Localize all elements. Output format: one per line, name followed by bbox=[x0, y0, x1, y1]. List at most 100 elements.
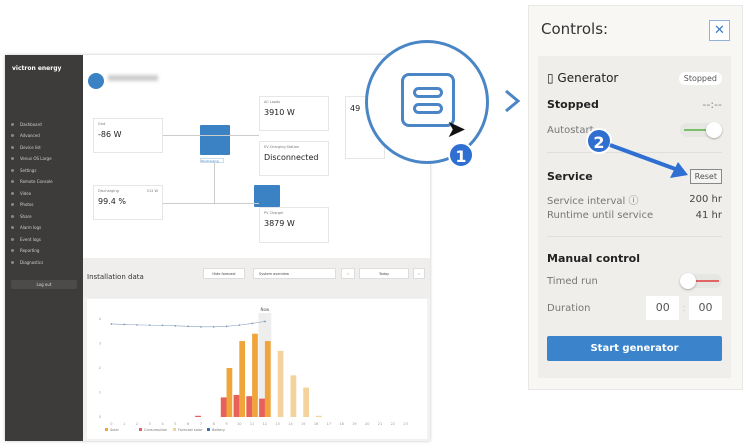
service-interval-text: Service interval bbox=[547, 196, 626, 207]
sidebar-item[interactable]: Remote Console bbox=[11, 179, 53, 185]
battery-value: 99.4 % bbox=[98, 197, 126, 206]
sidebar-item[interactable]: Settings bbox=[11, 167, 36, 173]
sidebar-item[interactable]: Advanced bbox=[11, 133, 40, 139]
installation-title: Installation data bbox=[87, 273, 144, 281]
service-interval-value: 200 hr bbox=[689, 194, 722, 205]
status-badge: Stopped bbox=[678, 71, 722, 85]
bar-consumption bbox=[259, 398, 265, 417]
x-tick-label: 10 bbox=[237, 422, 241, 426]
timed-run-label: Timed run bbox=[547, 275, 598, 287]
weather-value: 49 bbox=[350, 104, 361, 113]
controls-toggle-icon[interactable] bbox=[401, 73, 455, 127]
y-tick-label: 0 bbox=[99, 415, 101, 419]
arrow-icon bbox=[609, 143, 688, 178]
sidebar-item-icon bbox=[11, 134, 14, 137]
duration-minutes-input[interactable]: 00 bbox=[689, 296, 722, 320]
sidebar-item-icon bbox=[11, 260, 14, 264]
ac-loads-value: 3910 W bbox=[264, 108, 295, 117]
x-tick-label: 22 bbox=[391, 422, 395, 426]
sidebar: victron energy Dashboard Advanced Device l… bbox=[5, 55, 83, 441]
sidebar-item-icon bbox=[11, 249, 14, 252]
bar-consumption bbox=[233, 394, 240, 417]
close-button[interactable]: ✕ bbox=[709, 20, 730, 41]
sidebar-item[interactable]: Dashboard bbox=[11, 121, 42, 127]
site-name-blurred bbox=[108, 75, 158, 81]
info-icon[interactable]: ⓘ bbox=[628, 196, 639, 207]
flow-line bbox=[163, 203, 259, 204]
x-tick-label: 12 bbox=[263, 422, 267, 426]
x-tick-label: 5 bbox=[174, 422, 176, 426]
battery-card[interactable]: Discharging 512 W 99.4 % bbox=[93, 185, 163, 220]
sidebar-item[interactable]: Photos bbox=[11, 202, 34, 208]
x-tick-label: 18 bbox=[339, 422, 343, 426]
logout-button[interactable]: Log out bbox=[11, 280, 77, 289]
sidebar-item-icon bbox=[11, 237, 14, 241]
generator-icon: ▯ bbox=[547, 71, 558, 85]
ac-loads-card[interactable]: AC Loads 3910 W bbox=[259, 96, 329, 131]
sidebar-item[interactable]: Event logs bbox=[11, 236, 41, 242]
sidebar-item[interactable]: Video bbox=[11, 190, 31, 196]
service-title: Service bbox=[547, 170, 593, 183]
grid-card[interactable]: Grid -86 W bbox=[93, 118, 163, 153]
battery-label: Discharging bbox=[98, 189, 119, 193]
x-tick-label: 17 bbox=[327, 422, 331, 426]
battery-line bbox=[111, 321, 265, 328]
hide-forecast-button[interactable]: Hide forecast bbox=[203, 268, 245, 279]
y-tick-label: 3 bbox=[99, 342, 101, 346]
sidebar-item[interactable]: Reporting bbox=[11, 248, 39, 254]
site-avatar bbox=[88, 73, 104, 89]
service-interval-label: Service interval ⓘ bbox=[547, 192, 638, 207]
generator-title: Generator bbox=[557, 71, 619, 85]
ev-value: Disconnected bbox=[264, 153, 319, 162]
bar-consumption bbox=[246, 396, 253, 417]
battery-point bbox=[110, 323, 113, 325]
sidebar-item[interactable]: Share bbox=[11, 213, 32, 219]
sidebar-item[interactable]: Device list bbox=[11, 144, 41, 150]
duration-hours-input[interactable]: 00 bbox=[646, 296, 680, 320]
generator-title-wrap: ▯ Generator bbox=[547, 71, 618, 85]
sidebar-item-label: Remote Console bbox=[20, 179, 53, 184]
y-tick-label: 4 bbox=[99, 317, 102, 321]
legend-swatch bbox=[207, 428, 210, 431]
now-label: Now bbox=[261, 307, 270, 312]
battery-point bbox=[264, 320, 266, 323]
generator-time: --:-- bbox=[702, 98, 722, 111]
view-select[interactable]: System overview bbox=[253, 268, 336, 279]
autostart-label: Autostart bbox=[547, 124, 594, 136]
pv-label: PV Charger bbox=[264, 211, 284, 215]
autostart-toggle[interactable] bbox=[680, 122, 722, 138]
bar-consumption bbox=[195, 415, 201, 417]
prev-button[interactable]: ‹ bbox=[341, 268, 355, 279]
inverter-icon[interactable] bbox=[200, 125, 230, 155]
sidebar-item[interactable]: Diagnostics bbox=[11, 259, 43, 265]
sidebar-item[interactable]: Alarm logs bbox=[11, 225, 41, 231]
ac-loads-label: AC Loads bbox=[264, 100, 281, 104]
sidebar-item-label: Dashboard bbox=[20, 121, 42, 127]
date-select[interactable]: Today bbox=[359, 268, 409, 279]
x-tick-label: 14 bbox=[288, 422, 293, 426]
ev-card[interactable]: EV Charging Station Disconnected bbox=[259, 141, 329, 176]
x-tick-label: 0 bbox=[110, 422, 112, 426]
sidebar-item-label: Device list bbox=[20, 144, 41, 150]
generator-state: Stopped bbox=[547, 98, 599, 111]
flow-line bbox=[214, 163, 215, 203]
legend-label: Forecast solar bbox=[178, 428, 203, 432]
legend-swatch bbox=[139, 428, 142, 431]
x-tick-label: 13 bbox=[275, 422, 279, 426]
timed-run-toggle[interactable] bbox=[680, 273, 722, 289]
x-tick-label: 9 bbox=[225, 422, 227, 426]
x-tick-label: 23 bbox=[403, 422, 407, 426]
reset-button[interactable]: Reset bbox=[689, 169, 722, 184]
sidebar-item[interactable]: Venus OS Large bbox=[11, 156, 52, 162]
pv-charger-card[interactable]: PV Charger 3879 W bbox=[259, 207, 329, 243]
x-tick-label: 20 bbox=[365, 422, 369, 426]
start-generator-button[interactable]: Start generator bbox=[547, 336, 722, 361]
x-tick-label: 19 bbox=[352, 422, 356, 426]
manual-control-title: Manual control bbox=[547, 252, 640, 265]
next-button[interactable]: › bbox=[413, 268, 425, 279]
x-tick-label: 1 bbox=[123, 422, 125, 426]
bar-consumption bbox=[220, 397, 227, 417]
bar-solar bbox=[239, 341, 246, 417]
legend-label: Consumption bbox=[144, 428, 167, 432]
sidebar-item-icon bbox=[11, 157, 14, 160]
